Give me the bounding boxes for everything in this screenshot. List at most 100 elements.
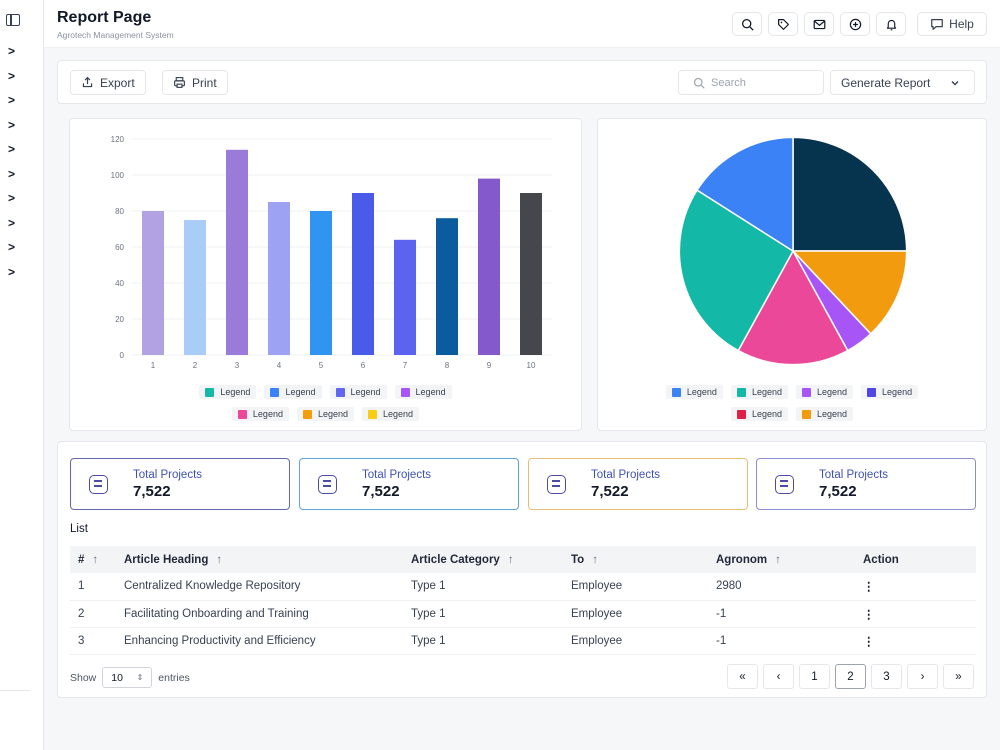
sidebar-expand-chevron-icon[interactable]: > [8, 240, 16, 254]
row-action-menu-icon[interactable]: ⋮ [855, 600, 976, 628]
cell-agronom: -1 [708, 600, 855, 628]
stat-label: Total Projects [819, 469, 889, 481]
pie-legend-row-2: Legend Legend [598, 407, 986, 421]
sidebar-expand-chevron-icon[interactable]: > [8, 68, 16, 83]
x-tick-label: 4 [277, 361, 282, 370]
table-row: 3 Enhancing Productivity and Efficiency … [70, 627, 976, 655]
show-label: Show [70, 671, 97, 684]
table-row: 1 Centralized Knowledge Repository Type … [70, 573, 976, 601]
cell-heading: Facilitating Onboarding and Training [116, 600, 403, 628]
bar-legend-item: Legend [329, 385, 387, 399]
table-header-row: # ↑ Article Heading ↑ Article Category ↑ To… [70, 546, 976, 573]
add-icon-button[interactable] [840, 12, 870, 36]
print-button[interactable]: Print [162, 70, 228, 95]
bar [184, 220, 206, 355]
row-action-menu-icon[interactable]: ⋮ [855, 573, 976, 601]
list-check-icon [89, 475, 108, 494]
print-label: Print [192, 75, 217, 90]
bar-legend-item: Legend [199, 385, 257, 399]
legend-label: Legend [383, 409, 414, 419]
generate-report-dropdown[interactable]: Generate Report [830, 70, 975, 95]
y-tick-label: 0 [120, 351, 125, 360]
report-toolbar: Export Print Search Generate Report [57, 60, 987, 104]
column-header-number[interactable]: # ↑ [78, 553, 99, 566]
column-header-agronom[interactable]: Agronom ↑ [716, 553, 781, 566]
pie-slice [792, 136, 908, 252]
sidebar-expand-chevron-icon[interactable]: > [8, 93, 16, 107]
search-icon [741, 18, 754, 31]
next-page-button[interactable]: › [907, 664, 938, 689]
legend-label: Legend [882, 387, 913, 397]
sidebar-toggle-icon[interactable] [6, 14, 20, 26]
pie-slice [737, 249, 849, 366]
legend-label: Legend [686, 387, 717, 397]
page-button-2[interactable]: 2 [835, 664, 866, 689]
page-button-3[interactable]: 3 [871, 664, 902, 689]
pie-legend-item: Legend [861, 385, 919, 399]
sidebar-expand-chevron-icon[interactable]: > [8, 215, 16, 230]
x-tick-label: 9 [487, 361, 492, 370]
page-button-1[interactable]: 1 [799, 664, 830, 689]
export-button[interactable]: Export [70, 70, 146, 95]
bar-chart-panel: 0 20 40 60 80 100 120 1 2 3 4 5 6 7 8 9 10 Legend Legend L… [69, 118, 582, 431]
column-header-category[interactable]: Article Category ↑ [411, 553, 514, 566]
stat-card: Total Projects 7,522 [756, 458, 976, 510]
legend-label: Legend [751, 409, 782, 419]
legend-swatch [270, 387, 280, 397]
legend-swatch [867, 387, 877, 397]
pie-legend-item: Legend [796, 407, 854, 421]
list-check-icon [318, 475, 337, 494]
cell-heading: Centralized Knowledge Repository [116, 573, 403, 601]
legend-swatch [335, 387, 345, 397]
sidebar-expand-chevron-icon[interactable]: > [8, 191, 16, 205]
page-size-select[interactable]: 10 ⇕ [102, 667, 153, 688]
cell-number: 3 [70, 627, 116, 655]
stat-card: Total Projects 7,522 [528, 458, 748, 510]
column-header-to[interactable]: To ↑ [571, 553, 598, 566]
pie-chart [678, 136, 908, 366]
y-tick-label: 80 [115, 207, 124, 216]
pie-legend-item: Legend [796, 385, 854, 399]
page-size-value: 10 [111, 671, 123, 684]
bar-legend-row-2: Legend Legend Legend [70, 407, 581, 421]
row-action-menu-icon[interactable]: ⋮ [855, 627, 976, 655]
legend-label: Legend [415, 387, 446, 397]
search-icon-button[interactable] [732, 12, 762, 36]
cell-to: Employee [563, 600, 708, 628]
mail-icon [813, 19, 825, 29]
export-label: Export [100, 75, 135, 90]
sidebar-expand-chevron-icon[interactable]: > [8, 166, 16, 181]
sidebar-expand-chevron-icon[interactable]: > [8, 44, 16, 58]
legend-swatch [802, 409, 811, 419]
cell-to: Employee [563, 573, 708, 601]
sidebar-expand-chevron-icon[interactable]: > [8, 264, 16, 279]
y-tick-label: 120 [111, 135, 125, 144]
search-input[interactable]: Search [678, 70, 824, 95]
export-icon [82, 76, 93, 88]
stat-label: Total Projects [362, 469, 432, 481]
x-tick-label: 3 [235, 361, 240, 370]
first-page-button[interactable]: « [727, 664, 758, 689]
bar-legend-item: Legend [362, 407, 420, 421]
x-tick-label: 2 [193, 361, 198, 370]
sidebar-expand-chevron-icon[interactable]: > [8, 117, 16, 132]
mail-icon-button[interactable] [804, 12, 834, 36]
tag-icon-button[interactable] [768, 12, 798, 36]
bell-icon-button[interactable] [876, 12, 906, 36]
sidebar-expand-chevron-icon[interactable]: > [8, 142, 16, 156]
x-tick-label: 1 [151, 361, 156, 370]
help-label: Help [949, 17, 974, 31]
last-page-button[interactable]: » [943, 664, 974, 689]
legend-label: Legend [817, 387, 848, 397]
generate-report-label: Generate Report [841, 75, 931, 90]
x-tick-label: 5 [319, 361, 324, 370]
prev-page-button[interactable]: ‹ [763, 664, 794, 689]
cell-heading: Enhancing Productivity and Efficiency [116, 627, 403, 655]
bar-legend-item: Legend [231, 407, 289, 421]
column-header-heading[interactable]: Article Heading ↑ [124, 553, 223, 566]
help-button[interactable]: Help [917, 12, 987, 36]
column-header-action: Action [863, 553, 899, 566]
cell-agronom: -1 [708, 627, 855, 655]
plus-circle-icon [849, 18, 861, 30]
cell-number: 1 [70, 573, 116, 601]
